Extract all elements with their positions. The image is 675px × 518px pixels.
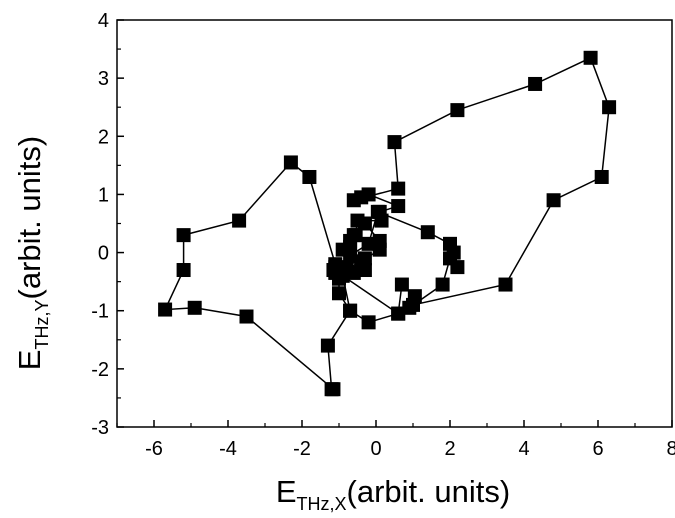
data-point-marker xyxy=(343,248,358,263)
data-point-marker xyxy=(583,50,598,65)
y-axis-title-main: E xyxy=(12,350,47,371)
data-point-marker xyxy=(361,187,376,202)
data-point-marker xyxy=(372,233,387,248)
data-point-marker xyxy=(302,169,317,184)
y-tick-label: 0 xyxy=(98,243,109,265)
x-tick-label: 8 xyxy=(666,438,675,460)
plot-frame xyxy=(116,19,673,428)
x-tick-label: 6 xyxy=(592,438,603,460)
x-axis-title-subscript: THz,X xyxy=(297,494,347,514)
data-point-marker xyxy=(176,228,191,243)
data-point-marker xyxy=(346,265,361,280)
y-tick-label: -3 xyxy=(91,417,109,439)
x-tick-label: 2 xyxy=(444,438,455,460)
data-point-marker xyxy=(357,263,372,278)
y-axis-title-rest: (arbit. units) xyxy=(12,136,47,300)
y-tick-label: 4 xyxy=(98,10,109,32)
data-point-marker xyxy=(343,303,358,318)
data-point-marker xyxy=(498,277,513,292)
data-point-marker xyxy=(391,181,406,196)
data-point-marker xyxy=(326,382,341,397)
x-tick-label: -2 xyxy=(293,438,311,460)
y-tick-label: -1 xyxy=(91,301,109,323)
x-axis-title-rest: (arbit. units) xyxy=(347,474,511,509)
data-point-marker xyxy=(158,302,173,317)
x-axis-title: ETHz,X(arbit. units) xyxy=(276,474,510,514)
data-point-marker xyxy=(187,300,202,315)
data-point-marker xyxy=(402,300,417,315)
data-point-marker xyxy=(407,289,422,304)
x-tick-label: 0 xyxy=(370,438,381,460)
data-point-marker xyxy=(346,228,361,243)
data-point-marker xyxy=(594,169,609,184)
x-tick-label: -4 xyxy=(219,438,237,460)
data-point-marker xyxy=(357,216,372,231)
data-point-marker xyxy=(332,286,346,301)
y-axis-title-subscript: THz,Y xyxy=(32,299,52,349)
data-point-marker xyxy=(328,257,343,272)
data-point-marker xyxy=(602,100,617,115)
y-tick-label: 2 xyxy=(98,126,109,148)
data-point-marker xyxy=(239,309,254,324)
data-point-marker xyxy=(283,155,298,170)
x-axis-ticks: -6 -4 -2 0 2 4 6 8 xyxy=(116,420,675,460)
y-tick-label: 1 xyxy=(98,184,109,206)
data-point-marker xyxy=(391,199,406,214)
data-point-marker xyxy=(232,213,247,228)
data-point-marker xyxy=(361,236,376,251)
x-tick-label: 4 xyxy=(518,438,529,460)
data-point-marker xyxy=(320,338,335,353)
data-point-marker xyxy=(370,204,385,219)
data-point-marker xyxy=(394,277,409,292)
y-tick-label: -2 xyxy=(91,359,109,381)
y-tick-label: 3 xyxy=(98,68,109,90)
data-point-marker xyxy=(361,315,376,330)
x-tick-label: -6 xyxy=(145,438,163,460)
data-point-marker xyxy=(387,135,402,150)
series-layer xyxy=(158,50,617,397)
data-point-marker xyxy=(176,263,191,278)
y-axis-title: ETHz,Y(arbit. units) xyxy=(12,136,52,370)
data-point-marker xyxy=(450,103,465,118)
data-point-marker xyxy=(435,277,450,292)
data-point-marker xyxy=(546,193,561,208)
data-point-marker xyxy=(528,76,543,91)
data-point-marker xyxy=(420,225,435,240)
data-point-marker xyxy=(443,251,457,266)
data-point-marker xyxy=(391,306,406,321)
y-axis-ticks: -3 -2 -1 0 1 2 3 4 xyxy=(91,10,124,439)
x-axis-title-main: E xyxy=(276,474,297,509)
